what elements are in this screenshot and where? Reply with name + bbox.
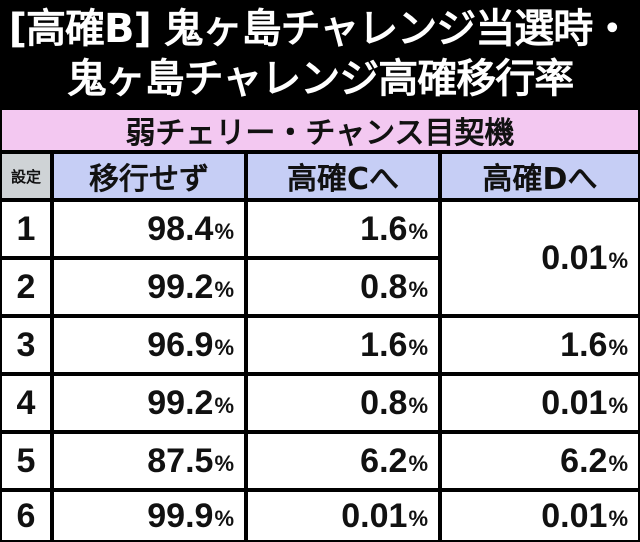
row-4-to-d: 0.01% — [440, 374, 640, 432]
row-6-to-c: 0.01% — [246, 490, 440, 542]
header-setting: 設定 — [0, 152, 52, 200]
row-6-no-move: 99.9% — [52, 490, 246, 542]
row-3-to-c: 1.6% — [246, 316, 440, 374]
table-banner: 弱チェリー・チャンス目契機 — [0, 108, 640, 152]
row-1-no-move: 98.4% — [52, 200, 246, 258]
header-to-d: 高確Dへ — [440, 152, 640, 200]
title-line-2: 鬼ヶ島チャレンジ高確移行率 — [66, 56, 575, 102]
header-no-move: 移行せず — [52, 152, 246, 200]
header-to-c: 高確Cへ — [246, 152, 440, 200]
page-title: [高確B] 鬼ヶ島チャレンジ当選時・ 鬼ヶ島チャレンジ高確移行率 — [0, 0, 640, 108]
row-1-setting: 1 — [0, 200, 52, 258]
row-3-to-d: 1.6% — [440, 316, 640, 374]
row-2-no-move: 99.2% — [52, 258, 246, 316]
row-5-to-c: 6.2% — [246, 432, 440, 490]
title-line-1: [高確B] 鬼ヶ島チャレンジ当選時・ — [8, 6, 633, 52]
row-5-to-d: 6.2% — [440, 432, 640, 490]
row-6-to-d: 0.01% — [440, 490, 640, 542]
row-6-setting: 6 — [0, 490, 52, 542]
row-2-to-c: 0.8% — [246, 258, 440, 316]
row-5-setting: 5 — [0, 432, 52, 490]
rate-table: 弱チェリー・チャンス目契機 設定 移行せず 高確Cへ 高確Dへ 1 98.4% … — [0, 108, 640, 542]
row-5-no-move: 87.5% — [52, 432, 246, 490]
row-2-setting: 2 — [0, 258, 52, 316]
row-3-no-move: 96.9% — [52, 316, 246, 374]
row-4-setting: 4 — [0, 374, 52, 432]
row-1-2-to-d: 0.01% — [440, 200, 640, 316]
row-3-setting: 3 — [0, 316, 52, 374]
row-1-to-c: 1.6% — [246, 200, 440, 258]
row-4-to-c: 0.8% — [246, 374, 440, 432]
row-4-no-move: 99.2% — [52, 374, 246, 432]
